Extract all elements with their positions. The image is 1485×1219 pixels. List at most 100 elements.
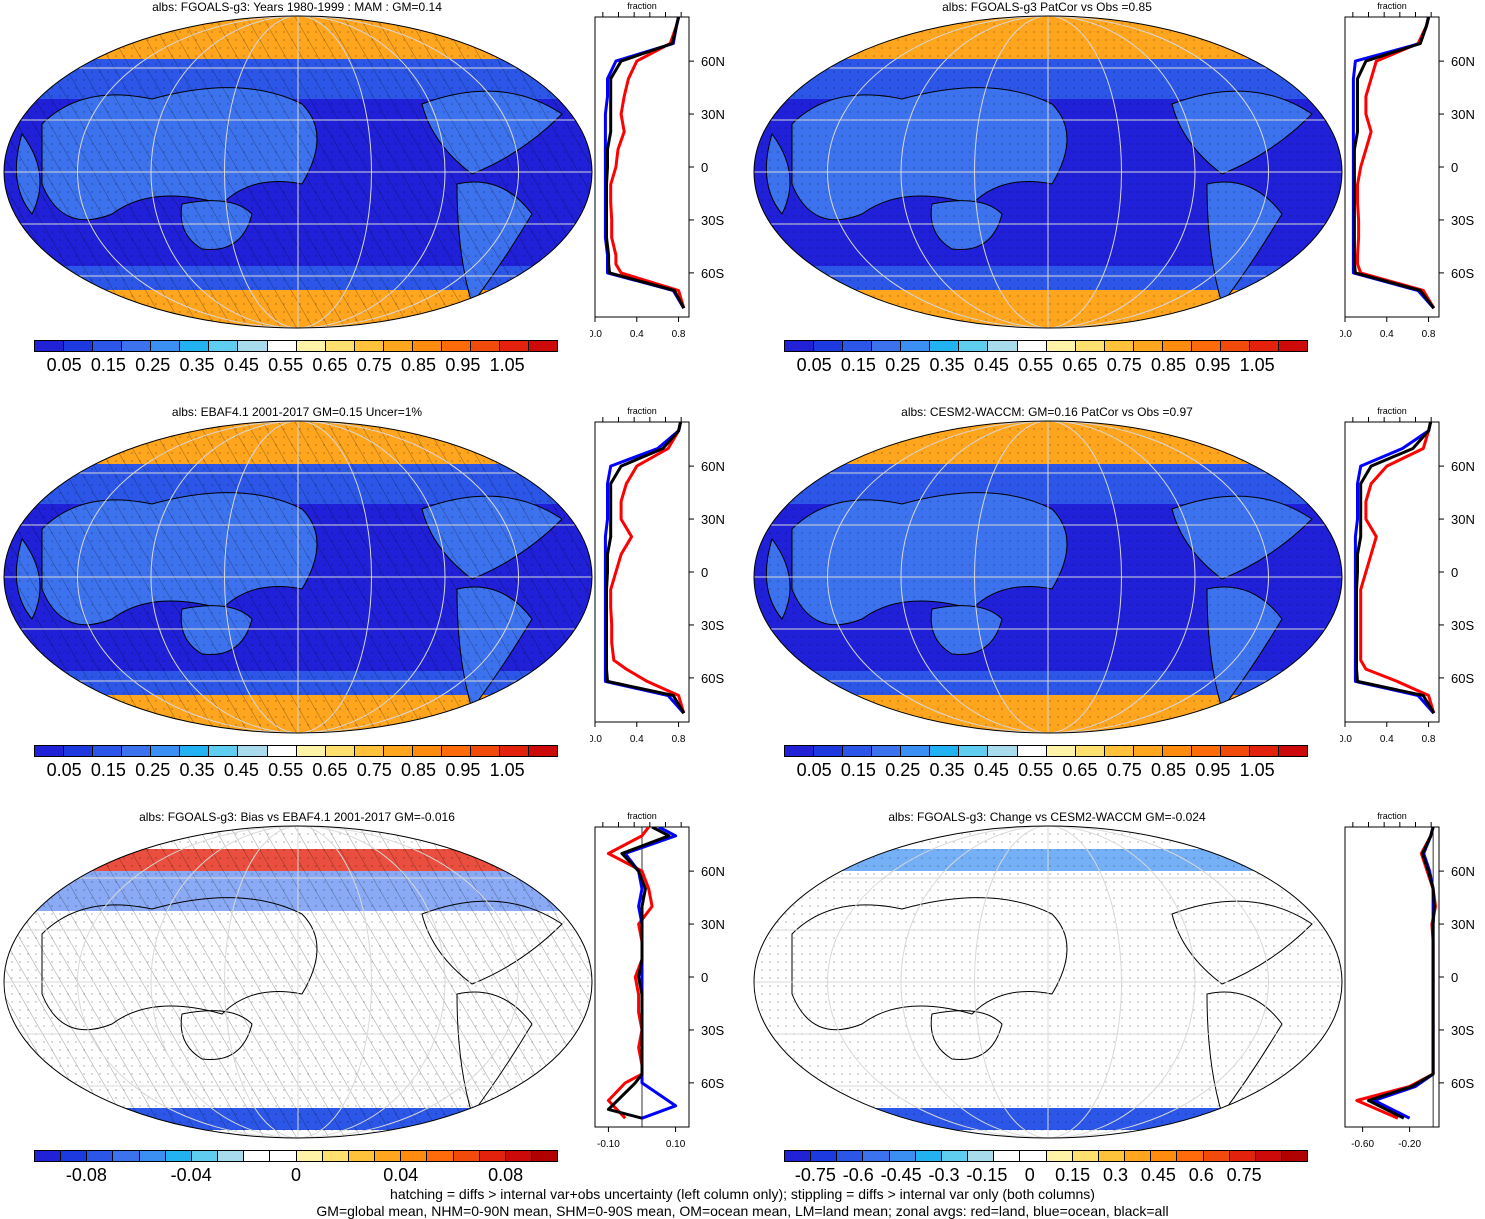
colorbar-swatch: [180, 341, 210, 351]
world-map: [753, 15, 1343, 329]
zonal-mean-plot: fraction 60N 30N 0 30S 60S -0.10 0.10: [594, 811, 725, 1150]
colorbar-swatch: [1250, 341, 1280, 351]
latitude-tick-label: 30S: [701, 618, 724, 633]
zonal-series-line: [605, 17, 686, 309]
colorbar-swatch: [427, 1151, 454, 1161]
zonal-mean-plot: fraction 60N 30N 0 30S 60S 0.0 0.4 0.8: [1340, 1, 1475, 340]
colorbar-label: 0.25: [135, 355, 171, 375]
latitude-tick-label: 0: [1451, 970, 1458, 985]
colorbar-swatch: [122, 341, 152, 351]
colorbar-swatch: [988, 341, 1018, 351]
footer-line-2: GM=global mean, NHM=0-90N mean, SHM=0-90…: [316, 1203, 1169, 1219]
colorbar-swatch: [889, 1151, 916, 1161]
colorbar-swatch: [1017, 341, 1047, 351]
zonal-x-tick-label: -0.60: [1351, 1139, 1374, 1150]
colorbar-swatch: [785, 341, 815, 351]
colorbar-swatch: [915, 1151, 942, 1161]
zonal-x-tick-label: 0.8: [672, 329, 686, 340]
colorbar-label: 0.75: [356, 355, 392, 375]
colorbar-swatch: [441, 746, 471, 756]
colorbar-swatch: [930, 746, 960, 756]
latitude-tick-label: 30N: [701, 917, 725, 932]
colorbar-label: 0.55: [1018, 355, 1054, 375]
zonal-series-line: [1352, 17, 1435, 310]
colorbar-swatch: [151, 341, 181, 351]
footer-line-1: hatching = diffs > internal var+obs unce…: [390, 1186, 1095, 1202]
colorbar-label: 0.25: [135, 760, 171, 780]
latitude-tick-label: 30S: [1451, 213, 1474, 228]
colorbar-swatch: [1229, 1151, 1256, 1161]
colorbar-swatch: [209, 746, 239, 756]
latitude-tick-label: 60N: [701, 54, 725, 69]
colorbar-swatch: [500, 746, 530, 756]
colorbar-swatch: [267, 746, 297, 756]
colorbar-swatch: [1255, 1151, 1282, 1161]
colorbar-swatch: [837, 1151, 864, 1161]
colorbar-label: 0.05: [796, 760, 832, 780]
colorbar: [34, 745, 558, 757]
world-map: [753, 825, 1343, 1139]
colorbar-swatch: [113, 1151, 140, 1161]
zonal-series-line: [605, 422, 686, 714]
colorbar-label: 0.05: [796, 355, 832, 375]
colorbar-swatch: [843, 341, 873, 351]
colorbar-label: 0: [1024, 1165, 1035, 1185]
colorbar-swatch: [785, 1151, 812, 1161]
colorbar-swatch: [1281, 1151, 1308, 1161]
colorbar-label: 0.05: [46, 760, 82, 780]
colorbar-swatch: [1162, 341, 1192, 351]
colorbar-label: 0.6: [1188, 1165, 1214, 1185]
colorbar-swatch: [1125, 1151, 1152, 1161]
colorbar-swatch: [1151, 1151, 1178, 1161]
colorbar-swatch: [1191, 746, 1221, 756]
colorbar-label: -0.45: [880, 1165, 922, 1185]
colorbar-label: 0.95: [445, 760, 481, 780]
zonal-series-line: [1355, 422, 1436, 714]
colorbar-label: -0.3: [928, 1165, 960, 1185]
colorbar-swatch: [901, 746, 931, 756]
colorbar-swatch: [901, 341, 931, 351]
colorbar-label: 1.05: [1239, 355, 1275, 375]
colorbar-swatch: [500, 341, 530, 351]
zonal-series-line: [606, 827, 671, 1120]
zonal-x-tick-label: -0.20: [1398, 1139, 1421, 1150]
latitude-tick-label: 30N: [701, 107, 725, 122]
colorbar-swatch: [270, 1151, 297, 1161]
colorbar-label: 0.04: [383, 1165, 419, 1185]
colorbar-swatch: [180, 746, 210, 756]
colorbar-swatch: [1072, 1151, 1099, 1161]
colorbar-swatch: [988, 746, 1018, 756]
panel-title: albs: FGOALS-g3: Change vs CESM2-WACCM G…: [888, 810, 1206, 824]
colorbar-label: 0.65: [1062, 760, 1098, 780]
colorbar-label: 0.85: [1151, 355, 1187, 375]
colorbar-swatch: [959, 746, 989, 756]
colorbar: [784, 1150, 1308, 1162]
colorbar-swatch: [35, 341, 65, 351]
colorbar-label: 0.65: [1062, 355, 1098, 375]
colorbar-label: -0.04: [170, 1165, 212, 1185]
colorbar-swatch: [218, 1151, 245, 1161]
colorbar-swatch: [1191, 341, 1221, 351]
colorbar-label: 0.55: [1018, 760, 1054, 780]
latitude-tick-label: 60S: [701, 671, 724, 686]
world-map: [753, 420, 1343, 734]
colorbar-swatch: [401, 1151, 428, 1161]
colorbar-swatch: [244, 1151, 271, 1161]
zonal-x-tick-label: 0.4: [1380, 734, 1394, 745]
colorbar-swatch: [930, 341, 960, 351]
zonal-x-tick-label: -0.10: [597, 1139, 620, 1150]
colorbar-swatch: [354, 746, 384, 756]
colorbar-label: 0.55: [268, 760, 304, 780]
colorbar-label: 0.15: [840, 760, 876, 780]
colorbar-swatch: [209, 341, 239, 351]
colorbar-label: 0.3: [1103, 1165, 1129, 1185]
colorbar-label: 0.35: [179, 355, 215, 375]
colorbar-swatch: [296, 1151, 323, 1161]
zonal-mean-plot: fraction 60N 30N 0 30S 60S -0.60 -0.20: [1344, 811, 1475, 1150]
colorbar-swatch: [505, 1151, 532, 1161]
colorbar-label: 0.35: [179, 760, 215, 780]
colorbar-label: 0.35: [929, 760, 965, 780]
zonal-axis-label: fraction: [1377, 811, 1407, 821]
zonal-x-tick-label: 0.0: [1340, 329, 1352, 340]
zonal-x-tick-label: 0.4: [1380, 329, 1394, 340]
